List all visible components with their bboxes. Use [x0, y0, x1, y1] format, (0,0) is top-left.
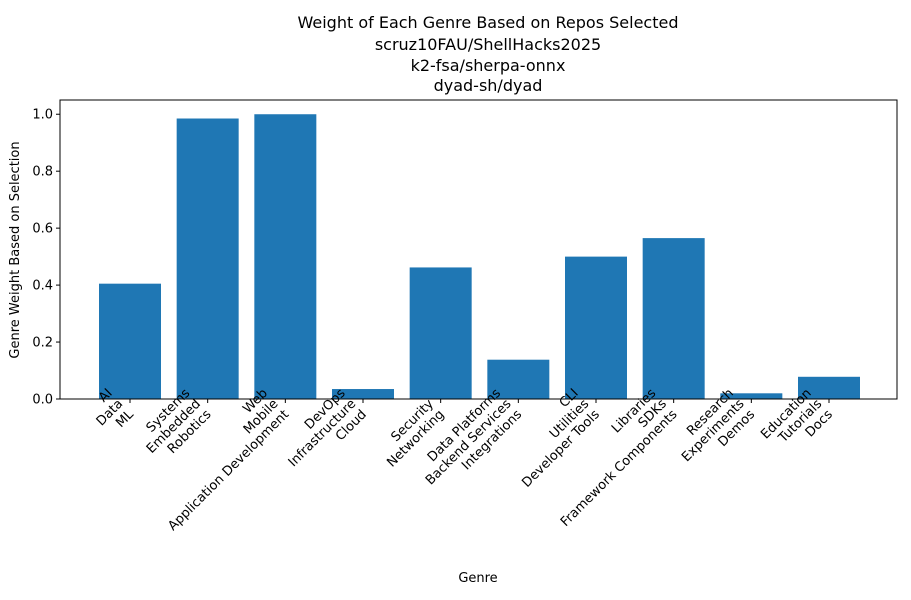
chart-title: Weight of Each Genre Based on Repos Sele…	[298, 13, 679, 95]
chart-title-line-3: k2-fsa/sherpa-onnx	[411, 56, 566, 75]
bars-group	[99, 114, 860, 399]
bar-3	[254, 114, 317, 399]
bar-2	[176, 118, 239, 399]
chart-title-line-1: Weight of Each Genre Based on Repos Sele…	[298, 13, 679, 32]
bar-4	[332, 389, 394, 399]
y-tick-label: 0.2	[32, 336, 53, 351]
y-axis: 0.0 0.2 0.4 0.6 0.8 1.0	[32, 108, 60, 408]
plot-frame	[59, 99, 898, 400]
y-tick-label: 0.8	[32, 165, 53, 180]
bar-7	[565, 256, 627, 399]
bar-1	[99, 283, 161, 399]
y-tick-label: 0.6	[32, 222, 53, 237]
bar-10	[798, 376, 860, 399]
y-tick-label: 0.0	[32, 393, 53, 408]
y-axis-label: Genre Weight Based on Selection	[8, 141, 23, 358]
x-axis-label: Genre	[458, 571, 497, 586]
chart-title-line-4: dyad-sh/dyad	[434, 76, 543, 95]
bar-5	[409, 267, 472, 399]
chart-title-line-2: scruz10FAU/ShellHacks2025	[375, 35, 601, 54]
y-tick-label: 0.4	[32, 279, 53, 294]
bar-9	[720, 393, 783, 399]
bar-8	[642, 238, 705, 399]
y-tick-label: 1.0	[32, 108, 53, 123]
bar-6	[487, 359, 550, 399]
